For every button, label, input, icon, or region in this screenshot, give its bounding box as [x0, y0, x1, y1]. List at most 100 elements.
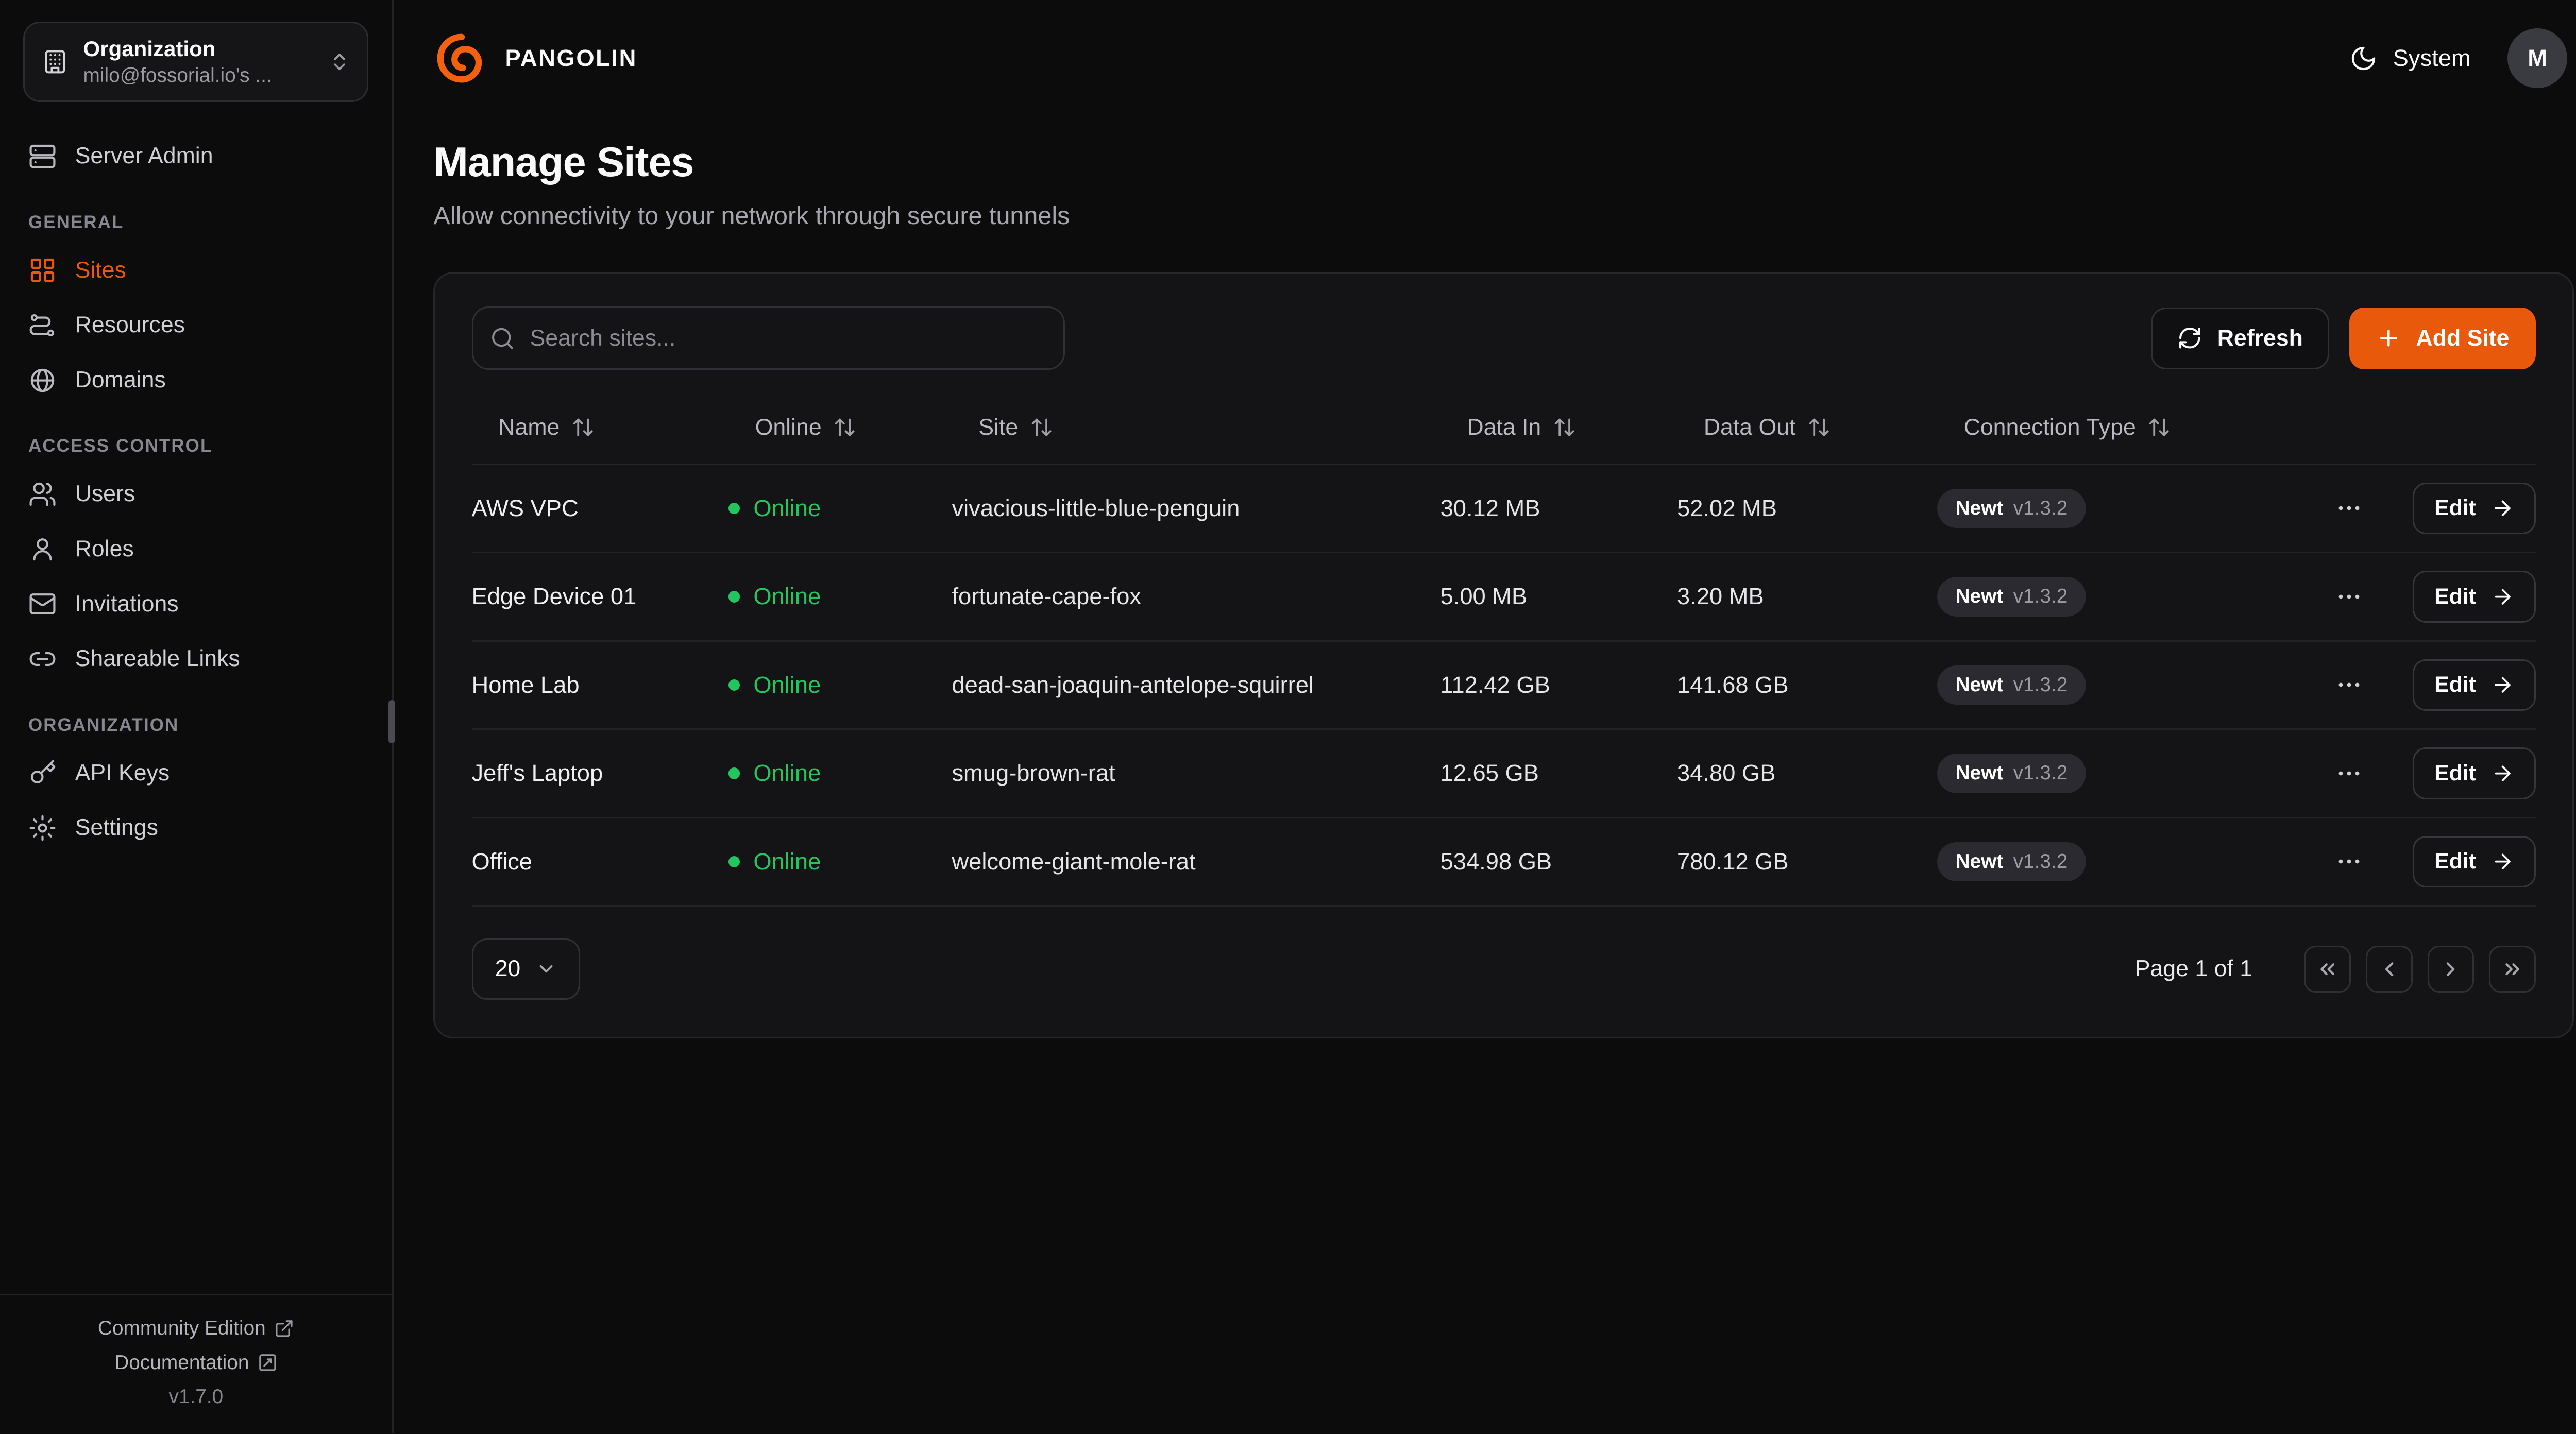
sites-table: Name Online Site Data In Data Out Connec…: [471, 391, 2536, 907]
edit-label: Edit: [2434, 849, 2476, 874]
edit-button[interactable]: Edit: [2413, 571, 2536, 623]
theme-toggle-button[interactable]: System: [2349, 44, 2471, 73]
connection-badge: Newt v1.3.2: [1937, 842, 2086, 882]
arrow-right-icon: [2495, 853, 2511, 869]
data-in-value: 534.98 GB: [1440, 848, 1552, 875]
row-menu-button[interactable]: [2328, 487, 2370, 529]
site-slug: vivacious-little-blue-penguin: [952, 494, 1240, 521]
column-label: Data Out: [1703, 414, 1796, 440]
sidebar-item-label: Shareable Links: [75, 646, 240, 672]
connection-name: Newt: [1955, 497, 2004, 519]
connection-version: v1.3.2: [2013, 850, 2068, 873]
column-header-data-out[interactable]: Data Out: [1677, 415, 1937, 440]
sidebar-item-domains[interactable]: Domains: [0, 353, 392, 408]
page-info: Page 1 of 1: [2134, 956, 2253, 982]
avatar[interactable]: M: [2507, 28, 2568, 89]
search-input[interactable]: [471, 306, 1065, 370]
column-header-name[interactable]: Name: [472, 415, 728, 440]
sidebar-item-label: Settings: [75, 815, 158, 841]
table-row: Home Lab Online dead-san-joaquin-antelop…: [471, 642, 2536, 730]
data-out-value: 3.20 MB: [1677, 583, 1764, 610]
site-slug: smug-brown-rat: [952, 760, 1115, 787]
last-page-button[interactable]: [2489, 946, 2536, 993]
chevrons-right-icon: [2505, 963, 2520, 975]
sidebar-item-resources[interactable]: Resources: [0, 298, 392, 353]
pagination: Page 1 of 1: [2135, 946, 2536, 993]
connection-type-cell: Newt v1.3.2: [1937, 754, 2313, 793]
row-menu-button[interactable]: [2328, 576, 2370, 618]
connection-version: v1.3.2: [2013, 497, 2068, 519]
previous-page-button[interactable]: [2366, 946, 2413, 993]
edit-button[interactable]: Edit: [2413, 482, 2536, 535]
add-site-button[interactable]: Add Site: [2349, 307, 2536, 369]
online-label: Online: [753, 671, 821, 698]
connection-name: Newt: [1955, 585, 2004, 608]
org-picker[interactable]: Organization milo@fossorial.io's ...: [23, 22, 369, 103]
plus-icon: [2380, 330, 2397, 347]
card-toolbar: Refresh Add Site: [471, 306, 2536, 370]
building-icon: [45, 50, 65, 74]
row-menu-button[interactable]: [2328, 664, 2370, 706]
connection-version: v1.3.2: [2013, 762, 2068, 784]
main-area: PANGOLIN System M Manage Sites Allow con…: [394, 0, 2576, 1433]
sidebar-item-server-admin[interactable]: Server Admin: [0, 129, 392, 184]
sidebar-nav: Server Admin GENERAL Sites Resources Dom…: [0, 115, 392, 1294]
sidebar: Organization milo@fossorial.io's ... Ser…: [0, 0, 396, 1433]
mail-icon: [29, 593, 56, 615]
sidebar-item-users[interactable]: Users: [0, 467, 392, 522]
site-name: Edge Device 01: [471, 583, 637, 610]
edit-label: Edit: [2434, 584, 2476, 609]
sidebar-item-settings[interactable]: Settings: [0, 800, 392, 856]
documentation-link[interactable]: Documentation: [114, 1352, 277, 1374]
column-label: Data In: [1467, 414, 1541, 440]
globe-icon: [30, 368, 55, 392]
connection-badge: Newt v1.3.2: [1937, 577, 2086, 617]
online-dot-icon: [728, 591, 740, 603]
online-dot-icon: [728, 856, 740, 868]
first-page-button[interactable]: [2304, 946, 2351, 993]
refresh-label: Refresh: [2217, 325, 2303, 351]
column-header-online[interactable]: Online: [728, 415, 952, 440]
online-dot-icon: [728, 502, 740, 515]
site-slug: fortunate-cape-fox: [952, 583, 1142, 610]
connection-badge: Newt v1.3.2: [1937, 665, 2086, 705]
column-header-site[interactable]: Site: [952, 415, 1440, 440]
refresh-button[interactable]: Refresh: [2150, 307, 2330, 369]
edit-button[interactable]: Edit: [2413, 835, 2536, 888]
page-size-value: 20: [495, 956, 521, 982]
docs-icon: [259, 1354, 276, 1371]
arrow-right-icon: [2495, 677, 2511, 693]
edit-button[interactable]: Edit: [2413, 747, 2536, 799]
community-edition-link[interactable]: Community Edition: [98, 1317, 294, 1340]
online-status: Online: [728, 672, 952, 698]
row-menu-button[interactable]: [2328, 841, 2370, 882]
column-label: Online: [755, 414, 822, 440]
add-site-label: Add Site: [2416, 325, 2510, 351]
sidebar-resize-handle[interactable]: [388, 700, 396, 744]
page-size-select[interactable]: 20: [471, 938, 581, 1000]
theme-label: System: [2393, 45, 2471, 72]
row-menu-button[interactable]: [2328, 753, 2370, 794]
column-header-connection-type[interactable]: Connection Type: [1937, 415, 2313, 440]
sidebar-item-label: Invitations: [75, 591, 179, 617]
edit-label: Edit: [2434, 760, 2476, 786]
column-label: Site: [978, 414, 1019, 440]
online-dot-icon: [728, 679, 740, 691]
sidebar-item-api-keys[interactable]: API Keys: [0, 745, 392, 800]
data-in-value: 30.12 MB: [1440, 494, 1540, 521]
next-page-button[interactable]: [2427, 946, 2475, 993]
edit-button[interactable]: Edit: [2413, 659, 2536, 711]
page-title: Manage Sites: [433, 139, 694, 185]
connection-version: v1.3.2: [2013, 585, 2068, 608]
sidebar-item-sites[interactable]: Sites: [0, 243, 392, 298]
online-label: Online: [753, 848, 821, 875]
sidebar-item-invitations[interactable]: Invitations: [0, 576, 392, 631]
brand: PANGOLIN: [433, 30, 637, 87]
brand-name: PANGOLIN: [505, 45, 637, 72]
toolbar-actions: Refresh Add Site: [2150, 307, 2536, 369]
column-header-data-in[interactable]: Data In: [1440, 415, 1677, 440]
user-icon: [33, 538, 52, 561]
connection-type-cell: Newt v1.3.2: [1937, 577, 2313, 617]
sidebar-item-roles[interactable]: Roles: [0, 522, 392, 577]
sidebar-item-shareable-links[interactable]: Shareable Links: [0, 631, 392, 687]
